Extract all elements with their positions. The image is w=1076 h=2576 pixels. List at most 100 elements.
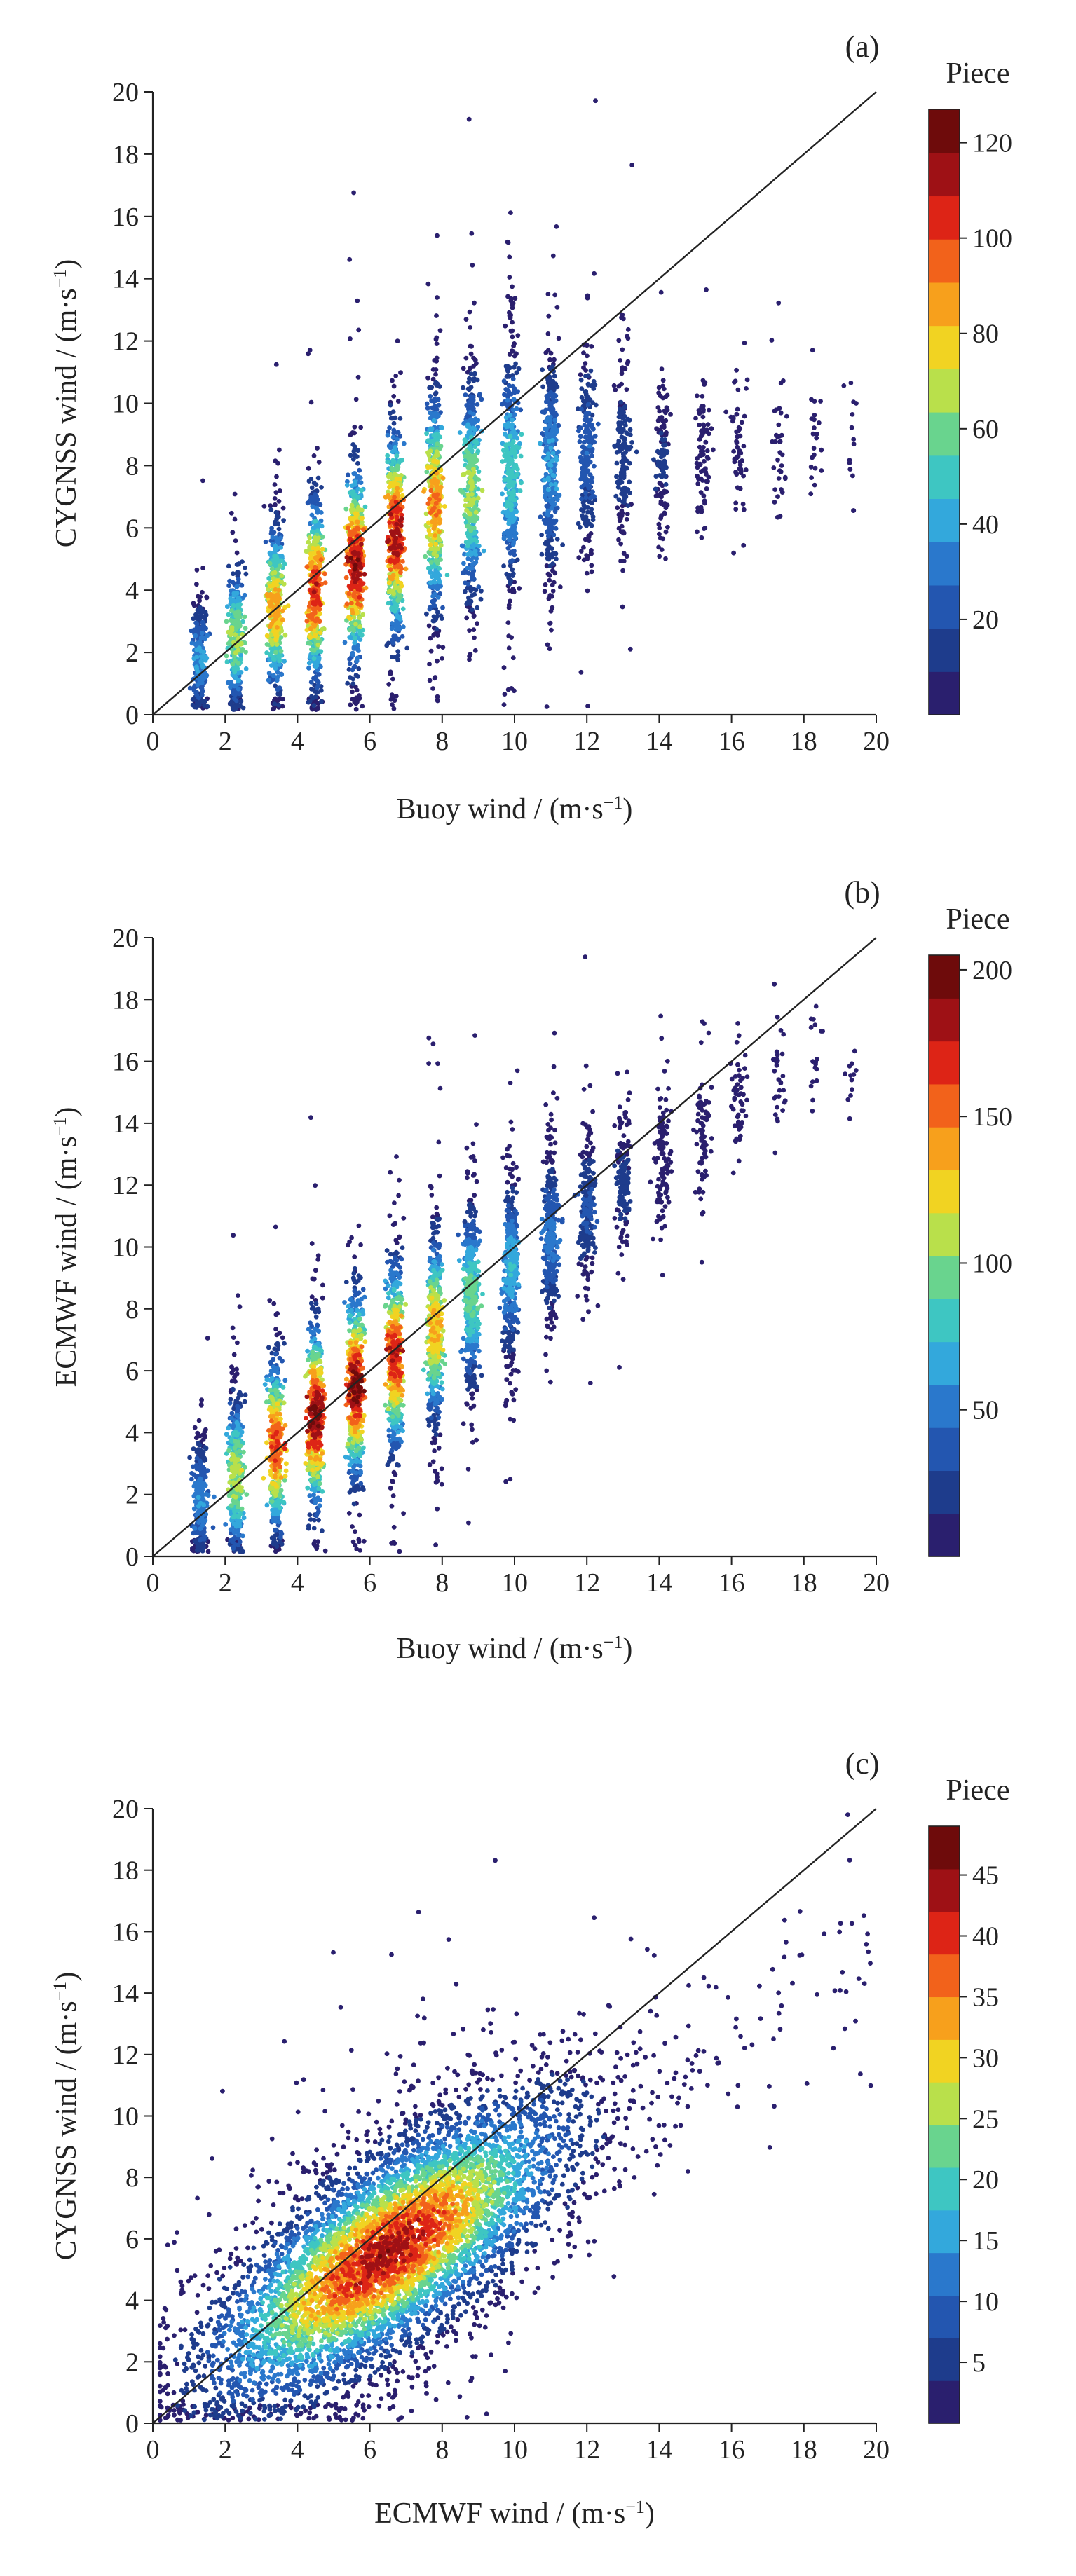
scatter-point [578, 525, 583, 530]
scatter-point [851, 508, 856, 513]
scatter-point [552, 423, 557, 428]
scatter-point [550, 561, 555, 566]
scatter-point [349, 507, 354, 512]
scatter-point [740, 420, 744, 425]
scatter-point [663, 556, 668, 561]
scatter-point [695, 474, 700, 479]
scatter-point [311, 594, 315, 599]
scatter-point [437, 498, 442, 502]
scatter-point [432, 505, 437, 510]
scatter-point [318, 664, 323, 669]
scatter-point [626, 327, 631, 332]
scatter-point [200, 566, 205, 570]
scatter-point [205, 704, 210, 709]
scatter-point [392, 706, 397, 711]
scatter-point [585, 296, 590, 301]
scatter-point [548, 404, 553, 409]
scatter-point [854, 401, 859, 406]
scatter-point [435, 414, 440, 419]
scatter-point [627, 479, 632, 484]
scatter-point [775, 494, 780, 499]
scatter-point [578, 439, 583, 444]
scatter-point [664, 482, 669, 487]
scatter-point [360, 516, 365, 521]
scatter-point [356, 328, 361, 333]
scatter-point [313, 634, 318, 639]
scatter-point [401, 624, 406, 629]
scatter-point [200, 590, 205, 595]
scatter-point [622, 404, 627, 409]
scatter-point [388, 411, 393, 416]
scatter-point [430, 412, 435, 417]
scatter-point [545, 394, 550, 399]
scatter-point [625, 387, 629, 392]
scatter-point [307, 535, 312, 540]
scatter-point [777, 476, 782, 481]
scatter-point [590, 500, 594, 505]
scatter-point [398, 617, 403, 622]
scatter-point [475, 621, 479, 626]
scatter-point [473, 648, 478, 653]
scatter-point [552, 491, 557, 495]
scatter-point [589, 548, 594, 553]
scatter-point [819, 448, 824, 453]
scatter-point [224, 654, 229, 659]
scatter-point [772, 487, 777, 492]
scatter-point [547, 424, 552, 429]
scatter-point [387, 581, 392, 586]
scatter-point [656, 418, 661, 423]
scatter-point [545, 643, 550, 648]
scatter-point [705, 479, 710, 484]
scatter-point [348, 336, 353, 341]
scatter-point [396, 465, 401, 470]
scatter-point [704, 472, 709, 477]
scatter-point [512, 533, 517, 538]
scatter-point [585, 419, 590, 424]
scatter-point [463, 392, 468, 397]
scatter-point [505, 374, 510, 378]
scatter-point [243, 626, 248, 631]
scatter-point [390, 626, 395, 631]
scatter-point [841, 383, 846, 388]
scatter-point [357, 624, 362, 629]
scatter-point [579, 407, 584, 412]
scatter-point [429, 488, 434, 493]
scatter-point [733, 507, 738, 512]
scatter-point [434, 367, 439, 372]
scatter-point [700, 394, 704, 399]
scatter-point [231, 598, 236, 603]
scatter-point [620, 365, 625, 370]
scatter-point [479, 597, 484, 602]
scatter-point [200, 677, 205, 682]
scatter-point [355, 461, 360, 466]
scatter-point [310, 513, 315, 518]
scatter-point [307, 479, 312, 484]
scatter-point [404, 646, 409, 651]
scatter-point [543, 427, 547, 432]
scatter-point [733, 500, 738, 505]
scatter-point [814, 436, 819, 441]
scatter-point [578, 434, 583, 439]
scatter-point [551, 533, 556, 537]
scatter-point [663, 418, 668, 423]
scatter-point [552, 392, 557, 397]
scatter-point [512, 365, 517, 370]
scatter-point [578, 477, 583, 482]
scatter-point [353, 479, 358, 484]
scatter-point [345, 601, 350, 606]
scatter-point [458, 430, 463, 435]
scatter-point [506, 388, 511, 393]
scatter-point [620, 605, 625, 610]
scatter-point [432, 579, 437, 584]
scatter-point [428, 448, 433, 453]
scatter-point [468, 325, 472, 330]
scatter-point [615, 505, 620, 510]
scatter-point [779, 411, 784, 416]
scatter-point [850, 425, 854, 430]
scatter-point [589, 369, 594, 374]
scatter-point [467, 387, 472, 392]
scatter-point [510, 458, 515, 463]
scatter-point [355, 656, 360, 661]
scatter-point [660, 468, 665, 473]
scatter-point [779, 381, 784, 385]
